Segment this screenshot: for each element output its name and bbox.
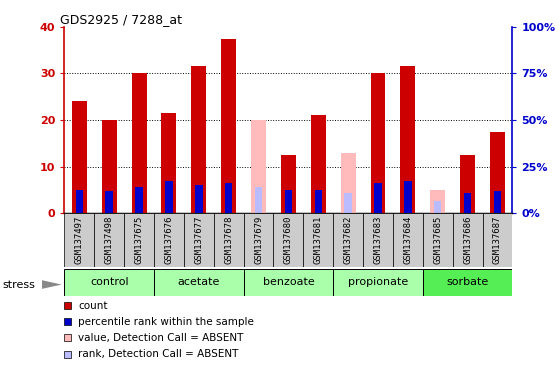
Bar xyxy=(284,190,292,213)
Bar xyxy=(221,38,236,213)
Bar xyxy=(165,182,172,213)
Bar xyxy=(434,201,441,213)
Bar xyxy=(154,269,244,296)
Text: GSM137681: GSM137681 xyxy=(314,216,323,264)
Bar xyxy=(311,115,326,213)
Text: GSM137687: GSM137687 xyxy=(493,216,502,264)
Bar xyxy=(483,213,512,267)
Bar xyxy=(374,183,382,213)
Text: GSM137497: GSM137497 xyxy=(75,216,84,264)
Bar xyxy=(304,213,333,267)
Bar xyxy=(105,191,113,213)
Bar xyxy=(64,213,94,267)
Bar xyxy=(371,73,385,213)
Bar xyxy=(154,213,184,267)
Text: control: control xyxy=(90,277,128,287)
Bar xyxy=(184,213,214,267)
Bar xyxy=(64,269,154,296)
Text: GSM137679: GSM137679 xyxy=(254,216,263,264)
Bar xyxy=(255,187,262,213)
Bar xyxy=(161,113,176,213)
Bar xyxy=(273,213,304,267)
Text: GSM137685: GSM137685 xyxy=(433,216,442,264)
Bar xyxy=(423,269,512,296)
Text: GSM137686: GSM137686 xyxy=(463,216,472,264)
Text: benzoate: benzoate xyxy=(263,277,314,287)
Bar xyxy=(344,193,352,213)
Bar xyxy=(452,213,483,267)
Bar xyxy=(281,155,296,213)
Text: rank, Detection Call = ABSENT: rank, Detection Call = ABSENT xyxy=(78,349,239,359)
Bar xyxy=(72,101,87,213)
Bar xyxy=(195,185,203,213)
Text: acetate: acetate xyxy=(178,277,220,287)
Bar xyxy=(192,66,206,213)
Bar xyxy=(244,269,333,296)
Bar xyxy=(214,213,244,267)
Text: GSM137677: GSM137677 xyxy=(194,216,203,264)
Text: propionate: propionate xyxy=(348,277,408,287)
Bar xyxy=(464,193,472,213)
Text: stress: stress xyxy=(3,280,36,290)
Bar xyxy=(333,213,363,267)
Text: GSM137678: GSM137678 xyxy=(224,216,233,264)
Bar xyxy=(393,213,423,267)
Text: percentile rank within the sample: percentile rank within the sample xyxy=(78,317,254,327)
Bar xyxy=(400,66,416,213)
Text: GSM137682: GSM137682 xyxy=(344,216,353,264)
Text: GSM137684: GSM137684 xyxy=(403,216,412,264)
Bar xyxy=(363,213,393,267)
Bar xyxy=(430,190,445,213)
Text: GSM137680: GSM137680 xyxy=(284,216,293,264)
Text: GSM137683: GSM137683 xyxy=(374,216,382,264)
Text: GSM137675: GSM137675 xyxy=(134,216,143,264)
Bar xyxy=(490,132,505,213)
Bar xyxy=(333,269,423,296)
Bar xyxy=(404,182,412,213)
Bar xyxy=(225,183,232,213)
Text: GSM137498: GSM137498 xyxy=(105,216,114,264)
Bar xyxy=(76,190,83,213)
Text: value, Detection Call = ABSENT: value, Detection Call = ABSENT xyxy=(78,333,244,343)
Text: GDS2925 / 7288_at: GDS2925 / 7288_at xyxy=(60,13,182,26)
Text: count: count xyxy=(78,301,108,311)
Bar xyxy=(102,120,116,213)
Bar xyxy=(494,191,501,213)
Bar xyxy=(136,187,143,213)
Bar xyxy=(340,152,356,213)
Text: sorbate: sorbate xyxy=(446,277,489,287)
Bar xyxy=(124,213,154,267)
Bar xyxy=(251,120,266,213)
Bar xyxy=(94,213,124,267)
Text: GSM137676: GSM137676 xyxy=(165,216,174,264)
Bar xyxy=(340,152,356,213)
Bar xyxy=(315,190,322,213)
Bar xyxy=(244,213,273,267)
Bar xyxy=(132,73,147,213)
Bar xyxy=(460,155,475,213)
Bar xyxy=(423,213,452,267)
Polygon shape xyxy=(42,280,62,289)
